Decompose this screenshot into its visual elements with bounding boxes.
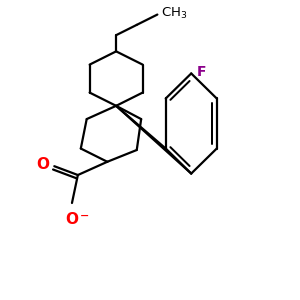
Text: O: O — [36, 157, 49, 172]
Text: −: − — [80, 211, 90, 221]
Text: F: F — [196, 65, 206, 79]
Text: CH$_3$: CH$_3$ — [161, 5, 188, 21]
Text: O: O — [65, 212, 79, 227]
